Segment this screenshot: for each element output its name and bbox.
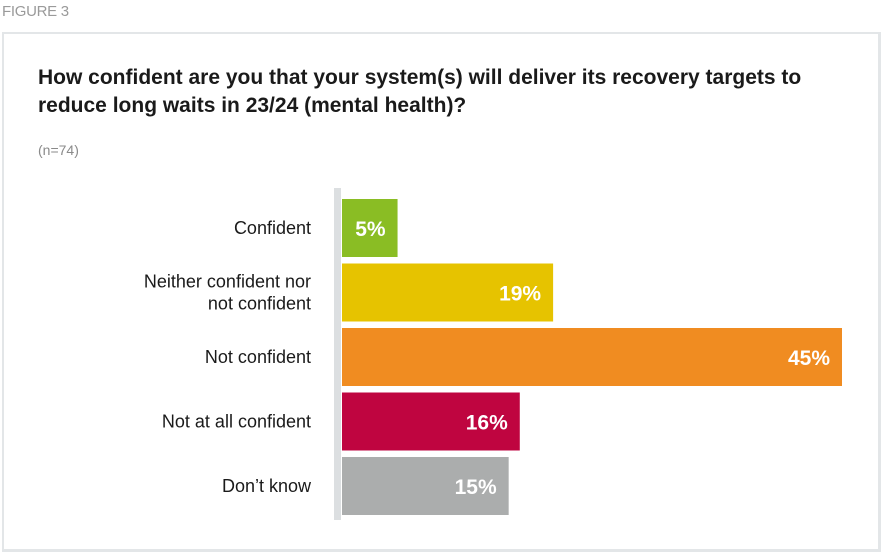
- value-label-2: 45%: [788, 347, 830, 370]
- value-label-3: 16%: [466, 412, 508, 435]
- category-label-2: Not confident: [205, 347, 311, 367]
- y-axis-line: [334, 188, 341, 520]
- chart-frame: [2, 32, 881, 552]
- bar-1: [342, 263, 554, 322]
- value-label-0: 5%: [355, 218, 386, 241]
- category-label-3: Not at all confident: [162, 412, 311, 432]
- bar-3: [342, 392, 520, 451]
- category-label-4: Don’t know: [222, 476, 312, 496]
- bar-0: [342, 199, 398, 257]
- category-label-0: Confident: [234, 218, 311, 238]
- value-label-1: 19%: [499, 283, 541, 306]
- value-label-4: 15%: [455, 476, 497, 499]
- chart-title: How confident are you that your system(s…: [38, 66, 802, 117]
- figure-label: FIGURE 3: [2, 3, 69, 20]
- sample-size-label: (n=74): [38, 142, 79, 158]
- bar-2: [342, 328, 842, 386]
- category-label-1-line-1: not confident: [208, 294, 311, 314]
- bar-4: [342, 457, 509, 515]
- category-label-1-line-0: Neither confident nor: [144, 272, 311, 292]
